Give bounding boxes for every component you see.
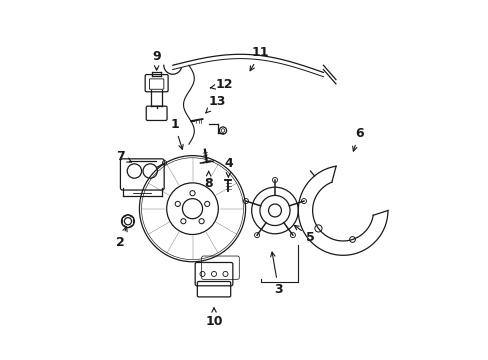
Text: 6: 6 (352, 127, 363, 151)
Text: 10: 10 (205, 308, 223, 328)
Text: 7: 7 (116, 150, 131, 163)
Text: 4: 4 (224, 157, 232, 177)
Text: 9: 9 (152, 50, 161, 70)
Text: 13: 13 (205, 95, 226, 113)
Text: 11: 11 (249, 46, 269, 71)
Text: 12: 12 (210, 78, 233, 91)
Text: 2: 2 (116, 227, 127, 249)
Text: 8: 8 (204, 171, 212, 190)
Text: 3: 3 (270, 252, 282, 296)
Text: 1: 1 (170, 118, 183, 149)
Text: 5: 5 (294, 225, 315, 244)
